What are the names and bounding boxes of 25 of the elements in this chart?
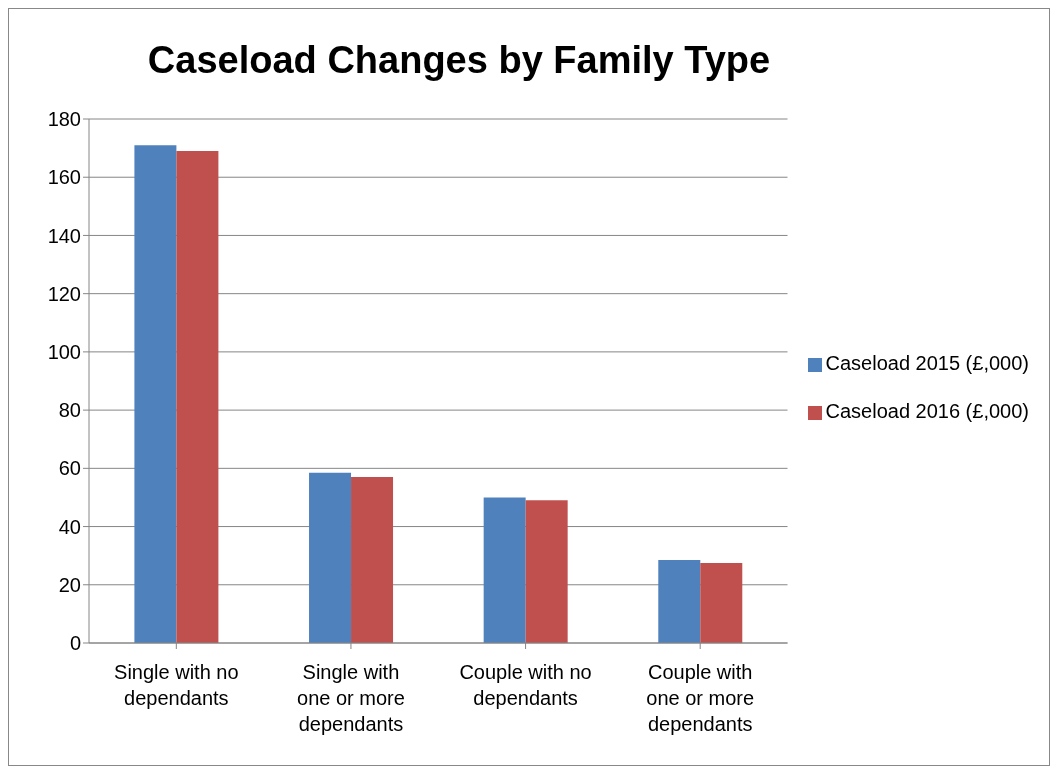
y-tick-label: 100 [47, 340, 81, 363]
bar [351, 477, 394, 643]
chart-title: Caseload Changes by Family Type [146, 39, 772, 82]
bar [176, 151, 219, 643]
bar [700, 562, 743, 643]
y-tick-label: 20 [58, 573, 81, 596]
x-tick-label: Single with no dependants [114, 661, 239, 709]
y-tick-label: 120 [47, 282, 81, 305]
legend-label: Caseload 2015 (£,000) [825, 352, 1029, 374]
bar [134, 145, 177, 643]
x-tick-label: Single with one or more dependants [297, 661, 405, 735]
x-tick-label: Couple with no dependants [459, 661, 592, 709]
y-tick-label: 160 [47, 166, 81, 189]
y-tick-label: 60 [58, 457, 81, 480]
bar [309, 472, 352, 643]
y-tick-label: 140 [47, 224, 81, 247]
y-tick-label: 0 [69, 632, 81, 655]
bar [525, 500, 568, 643]
x-tick-label: Couple with one or more dependants [646, 661, 755, 735]
bar [658, 560, 701, 643]
y-tick-label: 40 [58, 515, 81, 538]
y-tick-label: 180 [47, 108, 81, 131]
legend-label: Caseload 2016 (£,000) [825, 400, 1029, 422]
bar [483, 497, 526, 643]
y-tick-label: 80 [58, 399, 81, 422]
